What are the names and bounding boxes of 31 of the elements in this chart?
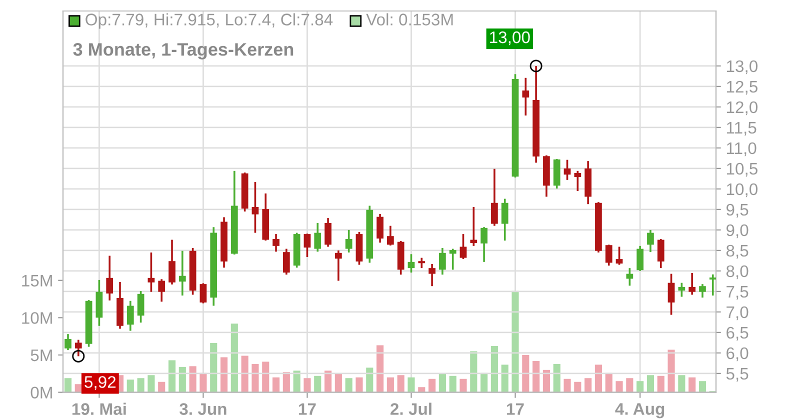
y2-tick-label: 5M <box>30 350 52 362</box>
y-tick-label: 11,5 <box>726 122 756 136</box>
y-tick-label: 7,5 <box>726 286 748 300</box>
y-tick-label: 10,5 <box>726 162 758 177</box>
y-tick-label: 10,0 <box>726 183 758 198</box>
y-tick-label: 6,0 <box>726 347 748 362</box>
y-tick-label: 12,5 <box>726 80 758 95</box>
annotation: 5,92 <box>84 376 116 390</box>
x-tick-label: 4. Aug <box>615 403 664 418</box>
y-tick-label: 8,0 <box>726 265 748 280</box>
y2-tick-label: 0M <box>30 386 52 399</box>
x-tick-label: 17 <box>299 403 316 415</box>
y-tick-label: 9,5 <box>726 204 748 218</box>
y2-tick-label: 10M <box>22 312 52 324</box>
y2-tick-label: 15M <box>22 274 52 287</box>
y-tick-label: 6,5 <box>726 326 748 341</box>
y-tick-label: 7,0 <box>726 306 748 320</box>
x-tick-label: 2. Jul <box>390 402 432 415</box>
y-tick-label: 8,5 <box>726 244 748 259</box>
x-tick-label: 19. Mai <box>72 402 126 415</box>
annotation: 13,00 <box>490 31 530 46</box>
x-tick-label: 17 <box>507 403 524 415</box>
y-tick-label: 12,0 <box>726 101 758 116</box>
text: 3 Monate, 1-Tages-Kerzen <box>73 43 294 60</box>
y-tick-label: 13,0 <box>726 60 758 74</box>
y-tick-label: 9,0 <box>726 224 748 238</box>
y-tick-label: 11,0 <box>726 142 756 156</box>
annotation: Vol: 0.153M <box>366 13 453 26</box>
y-tick-label: 5,5 <box>726 368 748 382</box>
annotation: Op:7.79, Hi:7.915, Lo:7.4, Cl:7.84 <box>86 13 333 29</box>
x-tick-label: 3. Jun <box>180 403 226 415</box>
